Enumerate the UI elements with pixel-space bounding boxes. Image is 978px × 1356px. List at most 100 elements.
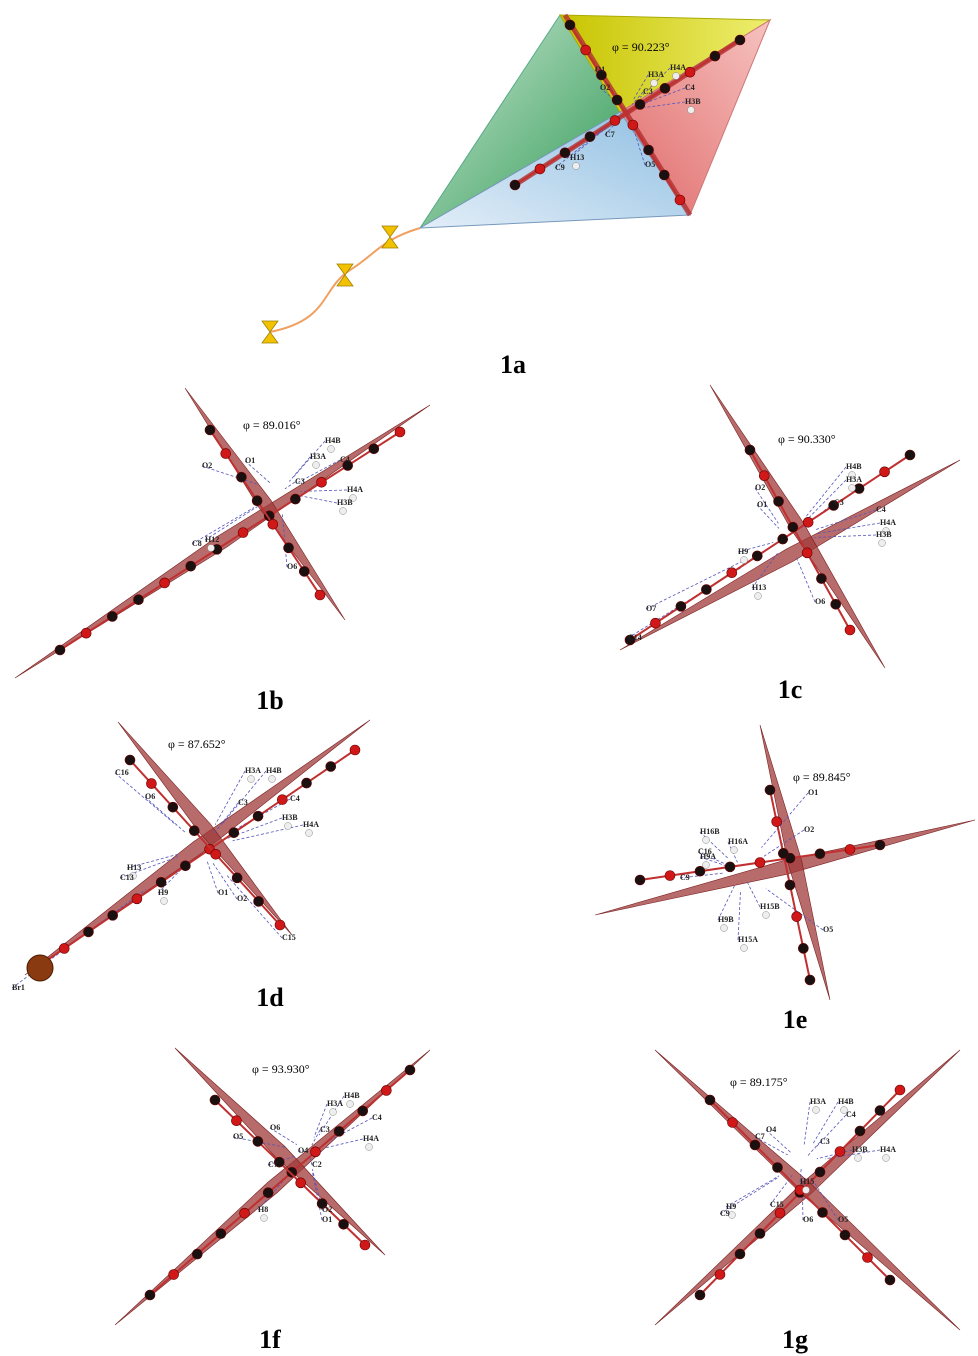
atom — [727, 568, 737, 578]
atom — [395, 427, 405, 437]
atom-label: C7 — [755, 1132, 765, 1141]
atom — [774, 496, 784, 506]
atom-label: Br1 — [12, 983, 25, 992]
atom — [880, 467, 890, 477]
atom — [192, 1249, 202, 1259]
atom — [798, 943, 808, 953]
atom-label: O6 — [815, 597, 825, 606]
atom — [108, 910, 118, 920]
atom — [628, 120, 638, 130]
atom-label: C3 — [238, 798, 248, 807]
h-bond — [207, 861, 218, 893]
atom — [778, 848, 788, 858]
atom-label: H4A — [347, 485, 363, 494]
atom-label: O2 — [600, 83, 610, 92]
atom — [296, 1178, 306, 1188]
atom — [107, 611, 117, 621]
h-bond — [807, 1142, 820, 1156]
atom — [818, 1208, 828, 1218]
atom-label: O1 — [808, 788, 818, 797]
atom-label: O6 — [145, 792, 155, 801]
atom-label: O2 — [755, 483, 765, 492]
atom — [701, 585, 711, 595]
atom — [895, 1085, 905, 1095]
atom-label: C4 — [876, 505, 886, 514]
atom — [229, 828, 239, 838]
atom — [745, 445, 755, 455]
atom-label: H3A — [648, 70, 664, 79]
atom — [863, 1253, 873, 1263]
h-atom — [313, 462, 320, 469]
atom — [759, 471, 769, 481]
atom — [610, 116, 620, 126]
atom-label: C9 — [720, 1209, 730, 1218]
atom — [715, 1270, 725, 1280]
atom-label: O1 — [322, 1215, 332, 1224]
atom — [635, 875, 645, 885]
atom — [785, 880, 795, 890]
h-atom — [813, 1107, 820, 1114]
panel-label: 1b — [256, 686, 283, 715]
atom — [253, 1136, 263, 1146]
atom-label: H4B — [846, 462, 862, 471]
atom — [778, 534, 788, 544]
figure: O1O2H3AH4AC3C4H3BC7H13C9O5φ = 90.223°1aO… — [0, 0, 978, 1356]
atom — [59, 943, 69, 953]
atom-label: O6 — [287, 562, 297, 571]
atom — [840, 1230, 850, 1240]
atom — [211, 849, 221, 859]
atom-label: O2 — [237, 894, 247, 903]
atom — [326, 762, 336, 772]
atom — [315, 590, 325, 600]
atom — [238, 528, 248, 538]
atom — [231, 1116, 241, 1126]
h-atom — [849, 485, 856, 492]
h-atom — [883, 1155, 890, 1162]
atom — [168, 802, 178, 812]
h-atom — [306, 830, 313, 837]
plane — [118, 722, 292, 935]
atom-label: H13 — [752, 583, 766, 592]
atom-label: O7 — [646, 604, 656, 613]
atom-label: O1 — [757, 500, 767, 509]
panel-label: 1d — [256, 983, 284, 1012]
atom-label: O6 — [270, 1123, 280, 1132]
h-atom — [285, 823, 292, 830]
h-atom — [688, 107, 695, 114]
h-atom — [673, 73, 680, 80]
atom — [831, 599, 841, 609]
atom-label: C3 — [295, 477, 305, 486]
atom — [275, 920, 285, 930]
atom — [221, 449, 231, 459]
atom — [755, 1229, 765, 1239]
atom-label: H3A — [810, 1097, 826, 1106]
atom — [510, 180, 520, 190]
atom — [132, 894, 142, 904]
atom-label: H4B — [344, 1091, 360, 1100]
atom — [146, 779, 156, 789]
h-atom — [855, 1155, 862, 1162]
atom-label: C16 — [115, 768, 129, 777]
atom — [381, 1085, 391, 1095]
panel-label: 1c — [778, 675, 803, 704]
atom-label: O2 — [322, 1205, 332, 1214]
panel-label: 1a — [500, 350, 526, 379]
atom-label: H3A — [327, 1099, 343, 1108]
atom — [360, 1240, 370, 1250]
atom — [875, 840, 885, 850]
atom — [705, 1095, 715, 1105]
atom-label: O6 — [803, 1215, 813, 1224]
h-bond — [285, 482, 295, 489]
h-atom — [721, 925, 728, 932]
h-atom — [731, 847, 738, 854]
h-bond — [297, 495, 337, 503]
h-atom — [340, 508, 347, 515]
atom-label: H15B — [760, 902, 780, 911]
atom — [560, 148, 570, 158]
atom — [815, 1167, 825, 1177]
atom-label: H3B — [876, 530, 892, 539]
dihedral-angle: φ = 90.223° — [612, 40, 670, 54]
atom — [125, 755, 135, 765]
atom-label: O4 — [298, 1146, 308, 1155]
